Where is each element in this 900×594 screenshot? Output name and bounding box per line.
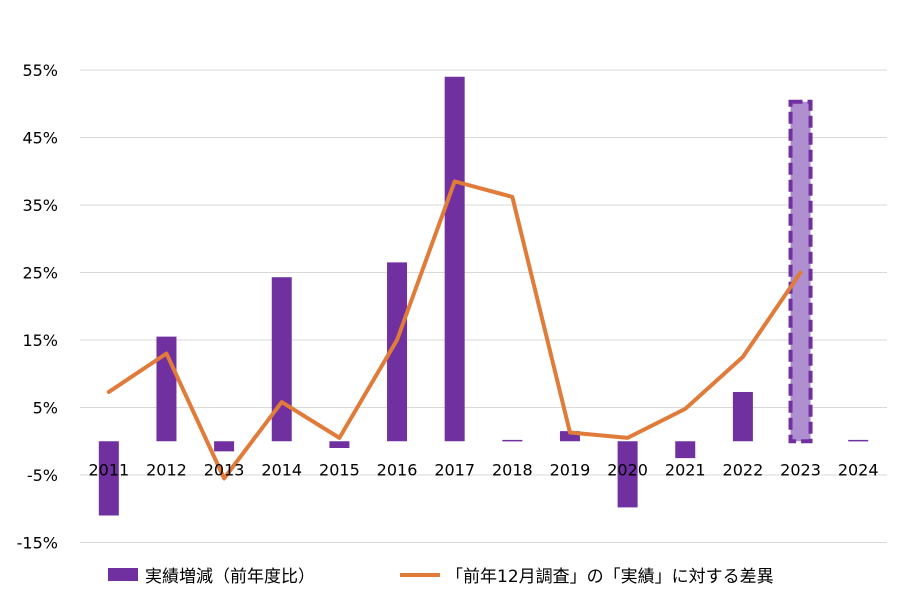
x-tick-label: 2016 [377,460,418,479]
legend: 実績増減（前年度比） 「前年12月調査」の「実績」に対する差異 [108,567,774,587]
x-tick-label: 2017 [434,460,475,479]
bar [387,262,408,442]
x-axis-labels: 2011 2012 2013 2014 2015 2016 2017 2018 2019 2020… [88,460,878,479]
x-tick-label: 2024 [838,460,879,479]
x-tick-label: 2020 [607,460,648,479]
y-tick-label: 35% [22,196,58,215]
bar [675,441,696,459]
y-tick-label: -15% [17,534,58,553]
bar [617,441,638,508]
x-tick-label: 2013 [204,460,245,479]
x-tick-label: 2014 [261,460,302,479]
y-axis-labels: 55% 45% 35% 25% 15% 5% -5% -15% [17,61,58,553]
x-tick-label: 2015 [319,460,360,479]
x-tick-label: 2021 [665,460,706,479]
bar [444,76,465,442]
bar [502,439,523,442]
legend-swatch-bar [108,568,138,581]
line-series [106,179,803,481]
bar [98,441,119,516]
y-tick-label: 45% [22,129,58,148]
bar [732,391,753,442]
bar [214,441,235,452]
bar [271,277,292,442]
x-tick-label: 2023 [780,460,821,479]
x-tick-label: 2022 [723,460,764,479]
x-tick-label: 2018 [492,460,533,479]
legend-label-line: 「前年12月調査」の「実績」に対する差異 [446,567,774,587]
legend-label-bar: 実績増減（前年度比） [145,567,315,587]
x-tick-label: 2012 [146,460,187,479]
gridlines [80,69,887,543]
y-tick-label: 55% [22,61,58,80]
y-tick-label: 15% [22,331,58,350]
bar [559,431,580,442]
x-tick-label: 2019 [550,460,591,479]
line-path [106,179,803,481]
bar [848,439,869,442]
bar [329,441,350,448]
y-tick-label: 25% [22,264,58,283]
bar-series [98,76,869,516]
x-tick-label: 2011 [88,460,129,479]
y-tick-label: -5% [27,466,58,485]
y-tick-label: 5% [33,399,58,418]
